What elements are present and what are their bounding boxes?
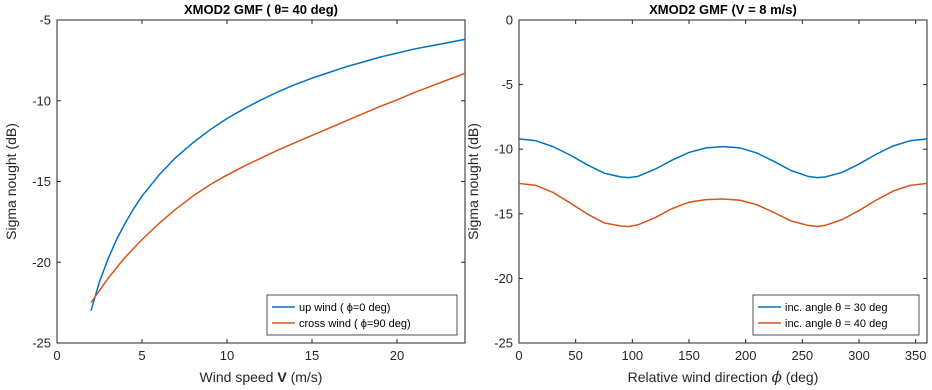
y-tick-label: -15 <box>32 174 51 189</box>
y-tick-label: -10 <box>494 142 513 157</box>
series-line-2 <box>518 182 928 228</box>
chart-title: XMOD2 GMF ( θ= 40 deg) <box>184 2 338 17</box>
y-tick-label: -20 <box>32 255 51 270</box>
plot-frame <box>56 19 466 344</box>
legend-entry-label: up wind ( ϕ=0 deg) <box>299 302 390 314</box>
x-tick-label: 20 <box>390 348 404 363</box>
x-tick-label: 150 <box>678 348 700 363</box>
legend-entry-label: inc. angle θ = 40 deg <box>785 318 887 330</box>
x-tick-label: 300 <box>848 348 870 363</box>
x-axis-label: Relative wind direction ϕ (deg) <box>628 368 819 386</box>
x-axis-label: Wind speed V (m/s) <box>200 369 323 385</box>
x-tick-label: 0 <box>515 348 522 363</box>
legend-box <box>752 294 920 336</box>
x-tick-label: 350 <box>905 348 927 363</box>
y-tick-label: -5 <box>501 77 513 92</box>
y-tick-label: -25 <box>32 336 51 351</box>
x-tick-label: 10 <box>220 348 234 363</box>
y-axis-label: Sigma nought (dB) <box>465 123 481 240</box>
y-tick-label: -25 <box>494 336 513 351</box>
legend-entry-label: cross wind ( ϕ=90 deg) <box>299 318 411 330</box>
chart-2: 0 50 100 150 200 250 300 350 -25 -20 -15 -10 -5 0 XMOD… <box>465 2 928 386</box>
legend: up wind ( ϕ=0 deg) cross wind ( ϕ=90 deg) <box>266 294 458 336</box>
y-tick-label: -10 <box>32 93 51 108</box>
chart-title: XMOD2 GMF (V = 8 m/s) <box>649 2 797 17</box>
legend-box <box>266 294 458 336</box>
y-axis-label: Sigma nought (dB) <box>3 123 19 240</box>
series-line-1 <box>90 38 466 311</box>
series-line-1 <box>518 138 928 179</box>
x-tick-label: 15 <box>305 348 319 363</box>
x-tick-label: 100 <box>621 348 643 363</box>
x-tick-label: 200 <box>735 348 757 363</box>
y-tick-label: -20 <box>494 271 513 286</box>
legend-entry-label: inc. angle θ = 30 deg <box>785 302 887 314</box>
legend: inc. angle θ = 30 deg inc. angle θ = 40 d… <box>752 294 920 336</box>
y-tick-label: -15 <box>494 206 513 221</box>
chart-1: 0 5 10 15 20 -25 -20 -15 -10 -5 XMOD2 GMF ( θ= 40 … <box>3 2 466 385</box>
x-tick-label: 5 <box>138 348 145 363</box>
x-tick-label: 50 <box>568 348 582 363</box>
plot-frame <box>518 19 928 344</box>
y-tick-label: 0 <box>506 13 513 28</box>
x-tick-label: 250 <box>791 348 813 363</box>
series-line-2 <box>90 72 466 304</box>
x-tick-label: 0 <box>53 348 60 363</box>
y-tick-label: -5 <box>39 13 51 28</box>
